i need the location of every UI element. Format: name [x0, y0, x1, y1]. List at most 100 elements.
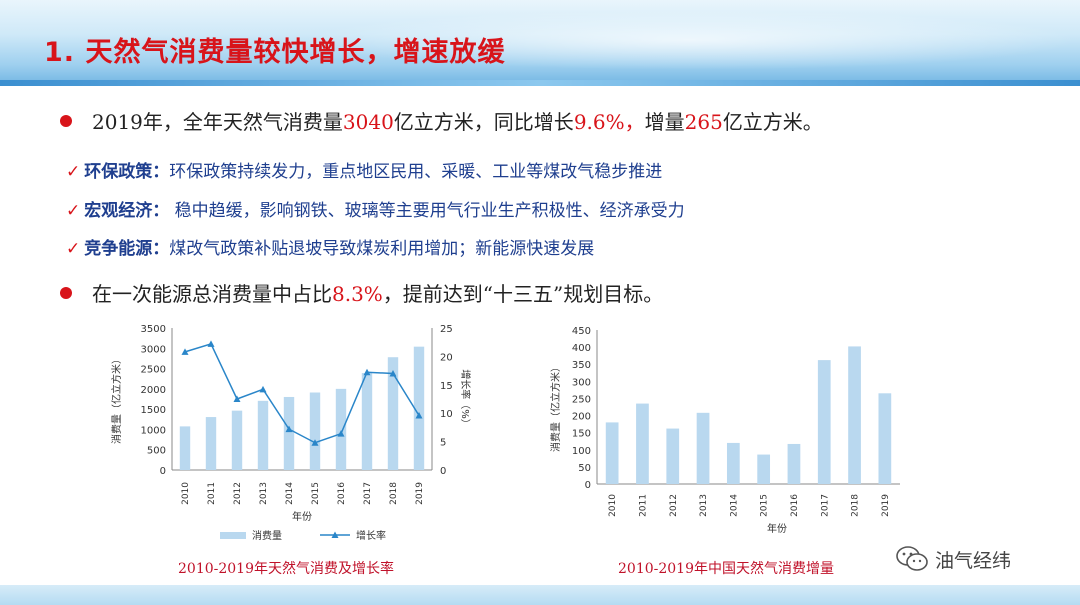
y-tick-label: 100	[572, 446, 591, 457]
legend-line-label: 增长率	[356, 529, 386, 542]
bullet1-text-1: 2019年，全年天然气消费量	[92, 110, 343, 134]
right-tick-label: 15	[440, 381, 453, 392]
wechat-icon	[896, 546, 928, 571]
x-tick-label: 2013	[699, 494, 709, 517]
right-tick-label: 25	[440, 324, 453, 335]
right-axis-label: 增长率（%）	[459, 369, 472, 429]
bullet-consumption: 2019年，全年天然气消费量3040亿立方米，同比增长9.6%，增量265亿立方…	[60, 106, 823, 135]
x-tick-label: 2017	[820, 494, 830, 517]
increment-bar	[726, 442, 740, 484]
x-tick-label: 2017	[363, 482, 373, 505]
left-axis-label: 消费量（亿立方米）	[110, 354, 123, 444]
growth-rate-point	[285, 425, 293, 433]
growth-rate-point	[311, 439, 319, 446]
chart1-caption: 2010-2019年天然气消费及增长率	[178, 561, 394, 577]
checkmark-icon: ✓	[66, 162, 81, 182]
left-tick-label: 2000	[141, 385, 166, 396]
x-tick-label: 2019	[415, 482, 425, 505]
x-tick-label: 2019	[881, 494, 891, 517]
check-label: 竞争能源：	[84, 239, 170, 259]
header-glow	[300, 10, 1080, 70]
increment-bar	[787, 443, 801, 484]
checkmark-icon: ✓	[66, 239, 81, 259]
y-tick-label: 50	[578, 463, 591, 474]
right-tick-label: 10	[440, 409, 453, 420]
growth-rate-point	[415, 411, 423, 419]
consumption-increment-chart: 0 50 100 150 200 250 300 350 400 450 2010 2011 2012 2…	[549, 326, 900, 535]
left-tick-label: 0	[160, 466, 166, 477]
consumption-bar	[361, 373, 373, 470]
x-tick-label: 2010	[608, 494, 618, 517]
bullet1-text-4: 亿立方米。	[722, 110, 823, 134]
y-axis-label: 消费量（亿立方米）	[549, 362, 562, 452]
consumption-bar	[387, 357, 399, 470]
x-tick-label: 2015	[311, 482, 321, 505]
right-tick-label: 5	[440, 438, 446, 449]
consumption-bar	[283, 396, 295, 470]
chart2-caption: 2010-2019年中国天然气消费增量	[618, 561, 834, 577]
legend-bar-swatch	[220, 532, 246, 539]
consumption-bar	[413, 346, 425, 470]
check-text: 环保政策持续发力，重点地区民用、采暖、工业等煤改气稳步推进	[169, 162, 663, 182]
x-tick-label: 2013	[259, 482, 269, 505]
check-item-macro: ✓ 宏观经济： 稳中趋缓，影响钢铁、玻璃等主要用气行业生产积极性、经济承受力	[66, 196, 685, 221]
increment-bar	[605, 422, 619, 484]
bullet2-text-2: ，提前达到“十三五”规划目标。	[382, 282, 664, 306]
increment-bar	[666, 428, 680, 484]
y-tick-label: 250	[572, 394, 591, 405]
y-tick-label: 300	[572, 377, 591, 388]
y-tick-label: 350	[572, 360, 591, 371]
legend-line-marker	[331, 531, 339, 538]
check-item-environment: ✓ 环保政策：环保政策持续发力，重点地区民用、采暖、工业等煤改气稳步推进	[66, 157, 662, 182]
growth-rate-line	[184, 342, 420, 444]
y-tick-label: 450	[572, 326, 591, 337]
growth-rate-point	[233, 395, 241, 402]
increment-bar	[878, 393, 892, 484]
y-tick-label: 400	[572, 343, 591, 354]
check-text: 稳中趋缓，影响钢铁、玻璃等主要用气行业生产积极性、经济承受力	[169, 201, 685, 221]
x-tick-label: 2012	[669, 494, 679, 517]
y-tick-label: 200	[572, 412, 591, 423]
legend-bar-label: 消费量	[252, 529, 282, 542]
left-tick-label: 3000	[141, 344, 166, 355]
growth-rate-point	[389, 369, 397, 377]
growth-rate-point	[337, 430, 345, 437]
left-tick-label: 2500	[141, 365, 166, 376]
bullet1-text-2: 亿立方米，同比增长	[393, 110, 574, 134]
growth-rate-point	[363, 368, 371, 376]
bullet1-value-growth: 9.6%，	[573, 110, 645, 134]
x-tick-label: 2012	[233, 482, 243, 505]
bullet1-value-consumption: 3040	[342, 110, 394, 134]
consumption-bar	[309, 392, 321, 470]
x-tick-label: 2018	[851, 494, 861, 517]
consumption-bar	[179, 426, 191, 470]
x-tick-label: 2018	[389, 482, 399, 505]
increment-bar	[848, 346, 861, 484]
x-tick-label: 2011	[207, 482, 217, 505]
consumption-bar	[205, 417, 217, 470]
bullet1-value-increment: 265	[684, 110, 723, 134]
consumption-bar	[335, 388, 347, 470]
slide-title: 1. 天然气消费量较快增长，增速放缓	[44, 37, 506, 68]
brand-name: 油气经纬	[935, 549, 1012, 572]
increment-bar	[757, 454, 771, 484]
x-axis-label: 年份	[767, 522, 787, 535]
check-label: 宏观经济：	[84, 201, 170, 221]
left-tick-label: 500	[147, 446, 166, 457]
x-tick-label: 2011	[638, 494, 648, 517]
x-tick-label: 2014	[729, 494, 739, 517]
x-tick-label: 2014	[285, 482, 295, 505]
consumption-bar	[231, 410, 243, 470]
left-tick-label: 3500	[141, 324, 166, 335]
bullet2-value-share: 8.3%	[332, 282, 383, 306]
y-tick-label: 0	[585, 480, 591, 491]
bullet2-text-1: 在一次能源总消费量中占比	[92, 282, 332, 306]
consumption-bar	[257, 400, 269, 470]
left-tick-label: 1500	[141, 405, 166, 416]
bullet-dot-icon	[60, 115, 72, 127]
check-text: 煤改气政策补贴退坡导致煤炭利用增加；新能源快速发展	[169, 239, 595, 259]
growth-rate-point	[207, 340, 215, 347]
consumption-growth-chart: 0 500 1000 1500 2000 2500 3000 3500 0 5 10 15 20 25 20…	[110, 324, 472, 542]
bullet-share: 在一次能源总消费量中占比8.3%，提前达到“十三五”规划目标。	[60, 278, 663, 307]
x-axis-label: 年份	[292, 510, 312, 523]
